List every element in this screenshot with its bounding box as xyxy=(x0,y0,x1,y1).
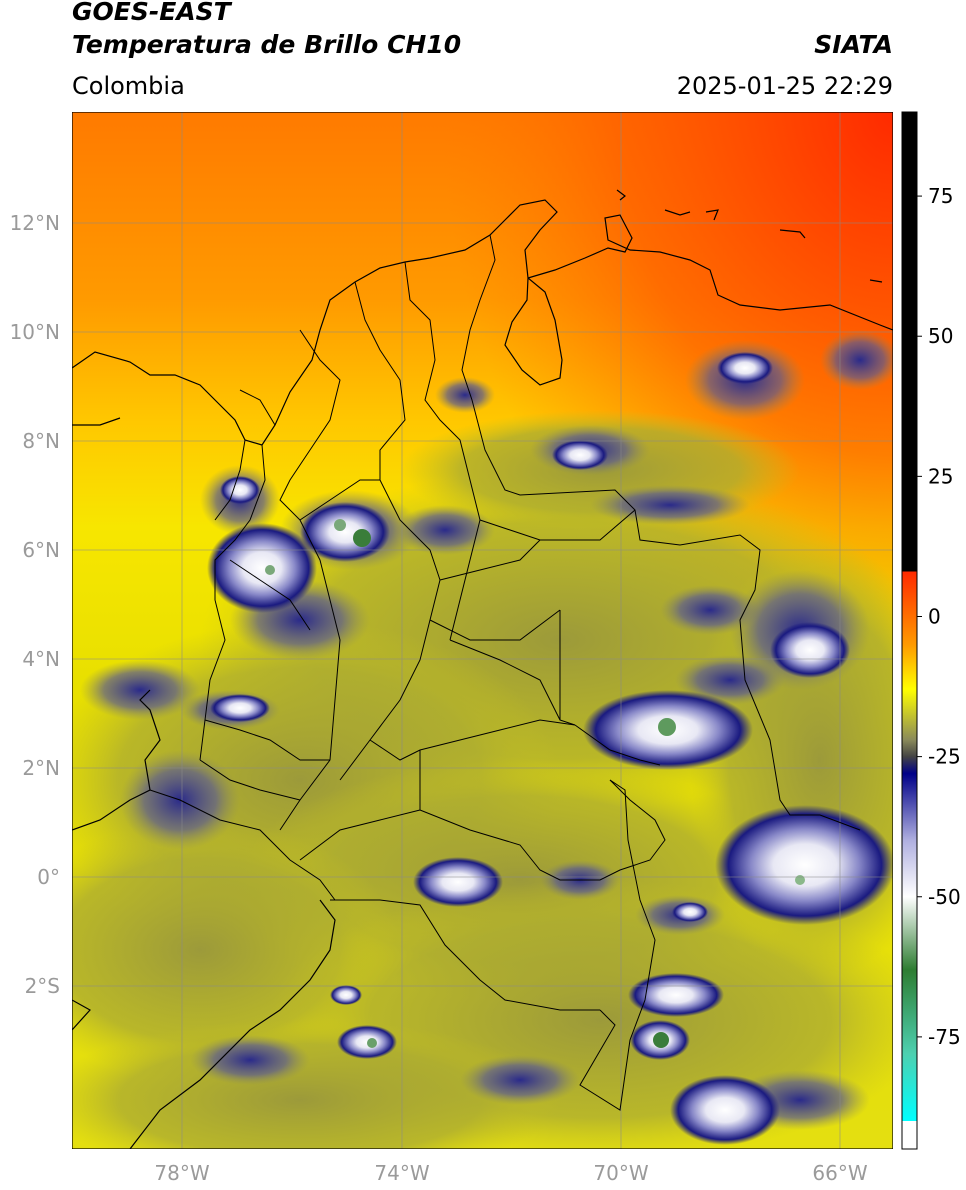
lon-label: 70°W xyxy=(593,1161,648,1185)
map-field xyxy=(72,112,893,1149)
lon-label: 78°W xyxy=(154,1161,209,1185)
lat-label: 2°S xyxy=(25,974,60,998)
lon-label: 66°W xyxy=(812,1161,867,1185)
colorbar-tick-label: 0 xyxy=(928,604,941,628)
lat-label: 10°N xyxy=(10,320,60,344)
satellite-title: GOES-EAST xyxy=(72,0,231,26)
product-title: Temperatura de Brillo CH10 xyxy=(72,30,462,59)
colorbar: 75 50 25 0 -25 -50 -75 xyxy=(901,111,961,1150)
region-label: Colombia xyxy=(72,72,185,100)
colorbar-tick-label: 25 xyxy=(928,464,953,488)
lat-label: 6°N xyxy=(22,538,60,562)
colorbar-gradient xyxy=(901,111,918,1150)
colorbar-tick-label: -25 xyxy=(928,745,961,769)
coastlines xyxy=(72,189,893,1149)
lat-label: 12°N xyxy=(10,211,60,235)
lat-label: 4°N xyxy=(22,647,60,671)
lon-label: 74°W xyxy=(374,1161,429,1185)
colorbar-tick-label: -75 xyxy=(928,1025,961,1049)
agency-label: SIATA xyxy=(814,30,893,59)
colorbar-ticks: 75 50 25 0 -25 -50 -75 xyxy=(917,184,961,1049)
colorbar-tick-label: 50 xyxy=(928,324,953,348)
longitude-labels: 78°W 74°W 70°W 66°W xyxy=(154,1161,867,1185)
admin-borders xyxy=(149,234,861,1111)
datetime-label: 2025-01-25 22:29 xyxy=(676,72,893,100)
lat-label: 0° xyxy=(37,865,60,889)
colorbar-tick-label: -50 xyxy=(928,885,961,909)
latitude-labels: 12°N 10°N 8°N 6°N 4°N 2°N 0° 2°S xyxy=(10,211,60,998)
lat-label: 2°N xyxy=(22,756,60,780)
green-core-spots xyxy=(265,519,805,1048)
colorbar-tick-label: 75 xyxy=(928,184,953,208)
lat-label: 8°N xyxy=(22,429,60,453)
